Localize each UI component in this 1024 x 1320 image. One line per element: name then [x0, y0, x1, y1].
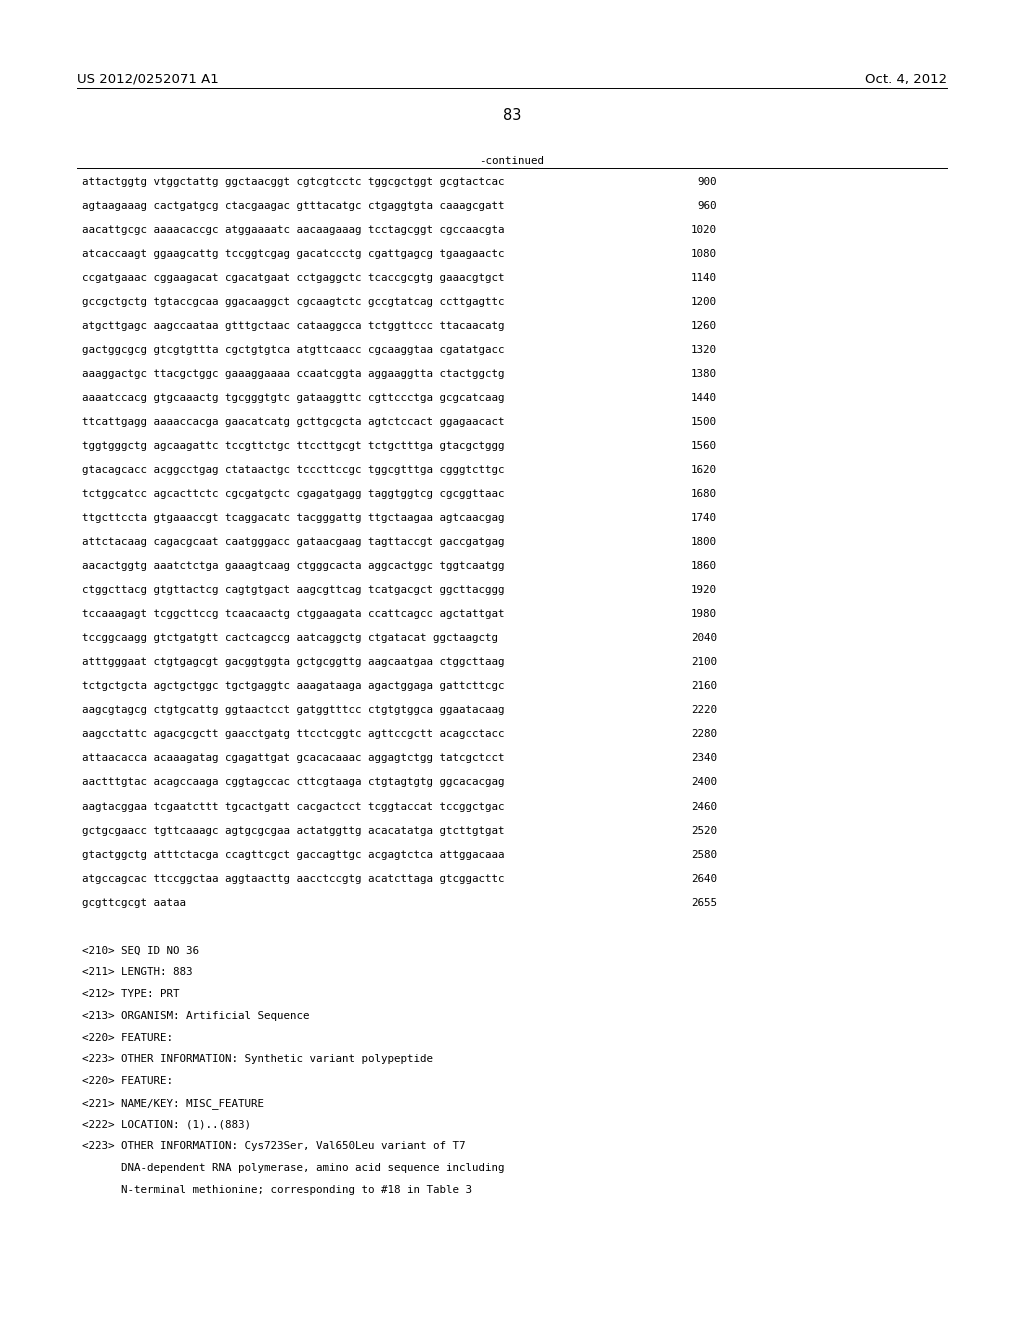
Text: ttcattgagg aaaaccacga gaacatcatg gcttgcgcta agtctccact ggagaacact: ttcattgagg aaaaccacga gaacatcatg gcttgcg…: [82, 417, 505, 428]
Text: ctggcttacg gtgttactcg cagtgtgact aagcgttcag tcatgacgct ggcttacggg: ctggcttacg gtgttactcg cagtgtgact aagcgtt…: [82, 585, 505, 595]
Text: gccgctgctg tgtaccgcaa ggacaaggct cgcaagtctc gccgtatcag ccttgagttc: gccgctgctg tgtaccgcaa ggacaaggct cgcaagt…: [82, 297, 505, 308]
Text: atgcttgagc aagccaataa gtttgctaac cataaggcca tctggttccc ttacaacatg: atgcttgagc aagccaataa gtttgctaac cataagg…: [82, 321, 505, 331]
Text: <221> NAME/KEY: MISC_FEATURE: <221> NAME/KEY: MISC_FEATURE: [82, 1098, 264, 1109]
Text: attactggtg vtggctattg ggctaacggt cgtcgtcctc tggcgctggt gcgtactcac: attactggtg vtggctattg ggctaacggt cgtcgtc…: [82, 177, 505, 187]
Text: 1920: 1920: [691, 585, 717, 595]
Text: <223> OTHER INFORMATION: Synthetic variant polypeptide: <223> OTHER INFORMATION: Synthetic varia…: [82, 1055, 433, 1064]
Text: atttgggaat ctgtgagcgt gacggtggta gctgcggttg aagcaatgaa ctggcttaag: atttgggaat ctgtgagcgt gacggtggta gctgcgg…: [82, 657, 505, 668]
Text: 1320: 1320: [691, 345, 717, 355]
Text: 83: 83: [503, 108, 521, 123]
Text: 2220: 2220: [691, 705, 717, 715]
Text: 1080: 1080: [691, 249, 717, 259]
Text: 900: 900: [697, 177, 717, 187]
Text: gtactggctg atttctacga ccagttcgct gaccagttgc acgagtctca attggacaaa: gtactggctg atttctacga ccagttcgct gaccagt…: [82, 850, 505, 859]
Text: 2160: 2160: [691, 681, 717, 692]
Text: ttgcttccta gtgaaaccgt tcaggacatc tacgggattg ttgctaagaa agtcaacgag: ttgcttccta gtgaaaccgt tcaggacatc tacggga…: [82, 513, 505, 523]
Text: tccggcaagg gtctgatgtt cactcagccg aatcaggctg ctgatacat ggctaagctg: tccggcaagg gtctgatgtt cactcagccg aatcagg…: [82, 634, 498, 643]
Text: atcaccaagt ggaagcattg tccggtcgag gacatccctg cgattgagcg tgaagaactc: atcaccaagt ggaagcattg tccggtcgag gacatcc…: [82, 249, 505, 259]
Text: ccgatgaaac cggaagacat cgacatgaat cctgaggctc tcaccgcgtg gaaacgtgct: ccgatgaaac cggaagacat cgacatgaat cctgagg…: [82, 273, 505, 282]
Text: tccaaagagt tcggcttccg tcaacaactg ctggaagata ccattcagcc agctattgat: tccaaagagt tcggcttccg tcaacaactg ctggaag…: [82, 610, 505, 619]
Text: aagcgtagcg ctgtgcattg ggtaactcct gatggtttcc ctgtgtggca ggaatacaag: aagcgtagcg ctgtgcattg ggtaactcct gatggtt…: [82, 705, 505, 715]
Text: <223> OTHER INFORMATION: Cys723Ser, Val650Leu variant of T7: <223> OTHER INFORMATION: Cys723Ser, Val6…: [82, 1142, 466, 1151]
Text: gactggcgcg gtcgtgttta cgctgtgtca atgttcaacc cgcaaggtaa cgatatgacc: gactggcgcg gtcgtgttta cgctgtgtca atgttca…: [82, 345, 505, 355]
Text: gctgcgaacc tgttcaaagc agtgcgcgaa actatggttg acacatatga gtcttgtgat: gctgcgaacc tgttcaaagc agtgcgcgaa actatgg…: [82, 825, 505, 836]
Text: N-terminal methionine; corresponding to #18 in Table 3: N-terminal methionine; corresponding to …: [82, 1185, 472, 1195]
Text: agtaagaaag cactgatgcg ctacgaagac gtttacatgc ctgaggtgta caaagcgatt: agtaagaaag cactgatgcg ctacgaagac gtttaca…: [82, 201, 505, 211]
Text: atgccagcac ttccggctaa aggtaacttg aacctccgtg acatcttaga gtcggacttc: atgccagcac ttccggctaa aggtaacttg aacctcc…: [82, 874, 505, 883]
Text: gtacagcacc acggcctgag ctataactgc tcccttccgc tggcgtttga cgggtcttgc: gtacagcacc acggcctgag ctataactgc tcccttc…: [82, 465, 505, 475]
Text: 2040: 2040: [691, 634, 717, 643]
Text: aacattgcgc aaaacaccgc atggaaaatc aacaagaaag tcctagcggt cgccaacgta: aacattgcgc aaaacaccgc atggaaaatc aacaaga…: [82, 224, 505, 235]
Text: 1260: 1260: [691, 321, 717, 331]
Text: 1860: 1860: [691, 561, 717, 572]
Text: 2640: 2640: [691, 874, 717, 883]
Text: 1620: 1620: [691, 465, 717, 475]
Text: 1560: 1560: [691, 441, 717, 451]
Text: tggtgggctg agcaagattc tccgttctgc ttccttgcgt tctgctttga gtacgctggg: tggtgggctg agcaagattc tccgttctgc ttccttg…: [82, 441, 505, 451]
Text: aacactggtg aaatctctga gaaagtcaag ctgggcacta aggcactggc tggtcaatgg: aacactggtg aaatctctga gaaagtcaag ctgggca…: [82, 561, 505, 572]
Text: 2340: 2340: [691, 754, 717, 763]
Text: 1440: 1440: [691, 393, 717, 403]
Text: 1500: 1500: [691, 417, 717, 428]
Text: 1980: 1980: [691, 610, 717, 619]
Text: Oct. 4, 2012: Oct. 4, 2012: [865, 73, 947, 86]
Text: 2280: 2280: [691, 730, 717, 739]
Text: US 2012/0252071 A1: US 2012/0252071 A1: [77, 73, 218, 86]
Text: <222> LOCATION: (1)..(883): <222> LOCATION: (1)..(883): [82, 1119, 251, 1130]
Text: 1740: 1740: [691, 513, 717, 523]
Text: attaacacca acaaagatag cgagattgat gcacacaaac aggagtctgg tatcgctcct: attaacacca acaaagatag cgagattgat gcacaca…: [82, 754, 505, 763]
Text: 1200: 1200: [691, 297, 717, 308]
Text: <211> LENGTH: 883: <211> LENGTH: 883: [82, 968, 193, 977]
Text: <210> SEQ ID NO 36: <210> SEQ ID NO 36: [82, 945, 199, 956]
Text: 960: 960: [697, 201, 717, 211]
Text: 2100: 2100: [691, 657, 717, 668]
Text: <220> FEATURE:: <220> FEATURE:: [82, 1032, 173, 1043]
Text: <220> FEATURE:: <220> FEATURE:: [82, 1076, 173, 1086]
Text: aactttgtac acagccaaga cggtagccac cttcgtaaga ctgtagtgtg ggcacacgag: aactttgtac acagccaaga cggtagccac cttcgta…: [82, 777, 505, 788]
Text: tctggcatcc agcacttctc cgcgatgctc cgagatgagg taggtggtcg cgcggttaac: tctggcatcc agcacttctc cgcgatgctc cgagatg…: [82, 490, 505, 499]
Text: 1020: 1020: [691, 224, 717, 235]
Text: -continued: -continued: [479, 156, 545, 166]
Text: 2580: 2580: [691, 850, 717, 859]
Text: attctacaag cagacgcaat caatgggacc gataacgaag tagttaccgt gaccgatgag: attctacaag cagacgcaat caatgggacc gataacg…: [82, 537, 505, 548]
Text: 1800: 1800: [691, 537, 717, 548]
Text: 2520: 2520: [691, 825, 717, 836]
Text: DNA-dependent RNA polymerase, amino acid sequence including: DNA-dependent RNA polymerase, amino acid…: [82, 1163, 505, 1173]
Text: 2460: 2460: [691, 801, 717, 812]
Text: 1380: 1380: [691, 370, 717, 379]
Text: aagtacggaa tcgaatcttt tgcactgatt cacgactcct tcggtaccat tccggctgac: aagtacggaa tcgaatcttt tgcactgatt cacgact…: [82, 801, 505, 812]
Text: 1140: 1140: [691, 273, 717, 282]
Text: 2655: 2655: [691, 898, 717, 908]
Text: aaaatccacg gtgcaaactg tgcgggtgtc gataaggttc cgttccctga gcgcatcaag: aaaatccacg gtgcaaactg tgcgggtgtc gataagg…: [82, 393, 505, 403]
Text: <212> TYPE: PRT: <212> TYPE: PRT: [82, 989, 179, 999]
Text: 2400: 2400: [691, 777, 717, 788]
Text: tctgctgcta agctgctggc tgctgaggtc aaagataaga agactggaga gattcttcgc: tctgctgcta agctgctggc tgctgaggtc aaagata…: [82, 681, 505, 692]
Text: 1680: 1680: [691, 490, 717, 499]
Text: gcgttcgcgt aataa: gcgttcgcgt aataa: [82, 898, 186, 908]
Text: aaaggactgc ttacgctggc gaaaggaaaa ccaatcggta aggaaggtta ctactggctg: aaaggactgc ttacgctggc gaaaggaaaa ccaatcg…: [82, 370, 505, 379]
Text: <213> ORGANISM: Artificial Sequence: <213> ORGANISM: Artificial Sequence: [82, 1011, 309, 1020]
Text: aagcctattc agacgcgctt gaacctgatg ttcctcggtc agttccgctt acagcctacc: aagcctattc agacgcgctt gaacctgatg ttcctcg…: [82, 730, 505, 739]
